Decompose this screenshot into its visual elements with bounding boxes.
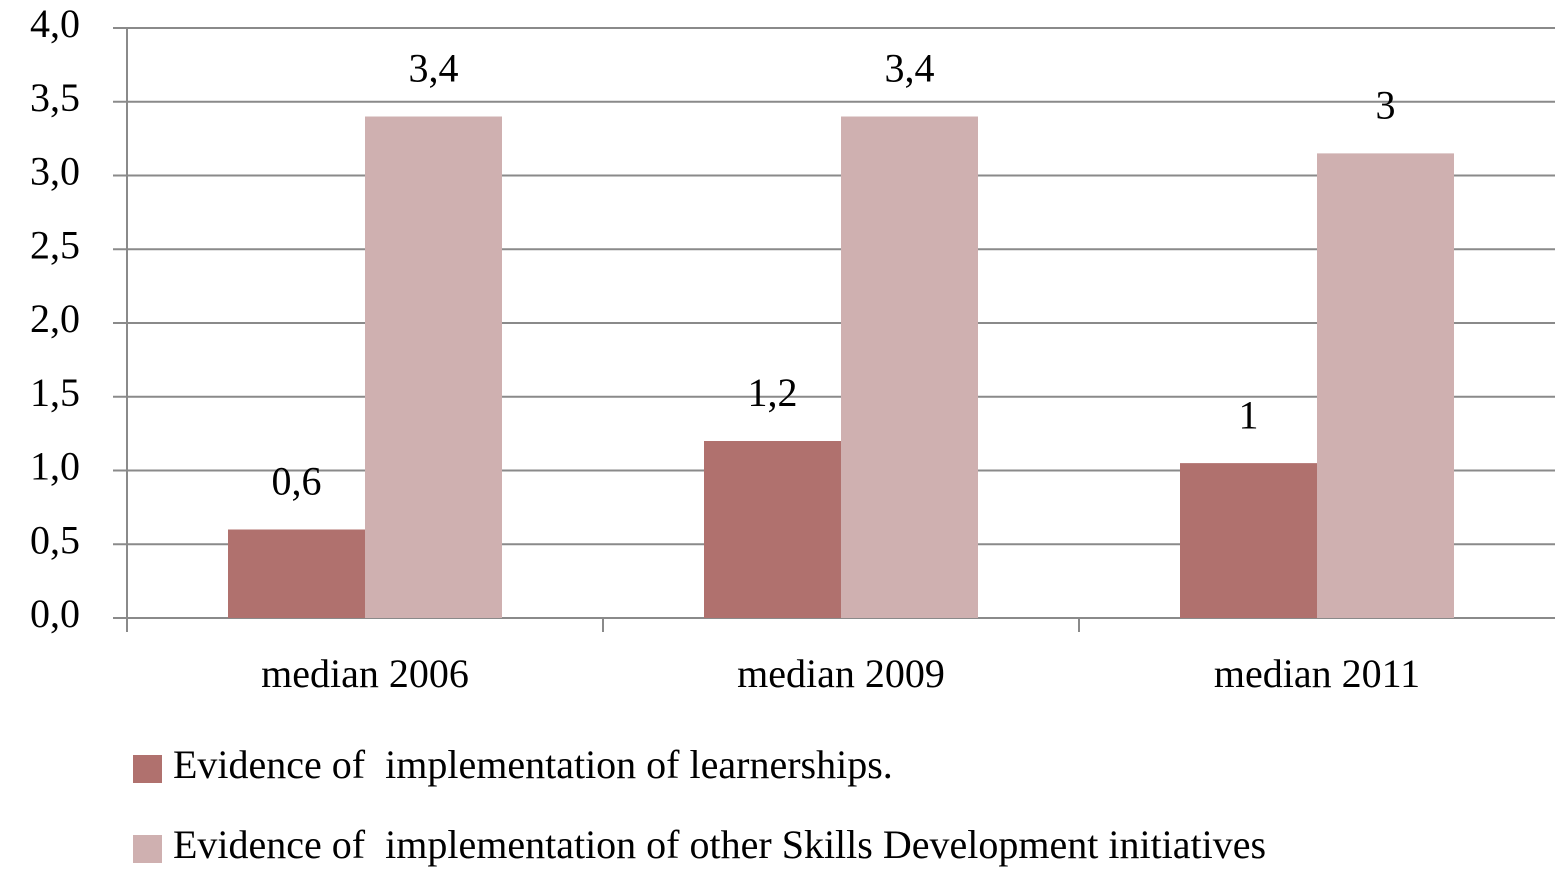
data-label: 3,4	[409, 46, 459, 91]
y-tick-label: 2,0	[30, 296, 80, 341]
y-tick-label: 3,5	[30, 75, 80, 120]
y-tick-label: 0,5	[30, 517, 80, 562]
data-label: 1,2	[748, 370, 798, 415]
legend-swatch	[133, 835, 162, 863]
data-label: 1	[1239, 392, 1259, 437]
data-label: 3,4	[885, 46, 935, 91]
bar	[365, 116, 502, 618]
y-tick-label: 1,5	[30, 370, 80, 415]
legend-swatch	[133, 755, 162, 783]
x-tick-label: median 2009	[737, 651, 945, 696]
bar	[704, 441, 841, 618]
y-tick-label: 1,0	[30, 444, 80, 489]
data-label: 3	[1376, 83, 1396, 128]
y-tick-label: 2,5	[30, 222, 80, 267]
legend-label: Evidence of implementation of learnershi…	[173, 742, 893, 787]
data-label: 0,6	[272, 459, 322, 504]
legend-label: Evidence of implementation of other Skil…	[173, 822, 1266, 867]
x-tick-label: median 2006	[261, 651, 469, 696]
x-tick-label: median 2011	[1214, 651, 1420, 696]
y-tick-label: 3,0	[30, 149, 80, 194]
bar	[228, 529, 365, 618]
bar	[841, 116, 978, 618]
y-tick-label: 0,0	[30, 591, 80, 636]
bar	[1180, 463, 1317, 618]
y-tick-label: 4,0	[30, 1, 80, 46]
bar	[1317, 153, 1454, 618]
